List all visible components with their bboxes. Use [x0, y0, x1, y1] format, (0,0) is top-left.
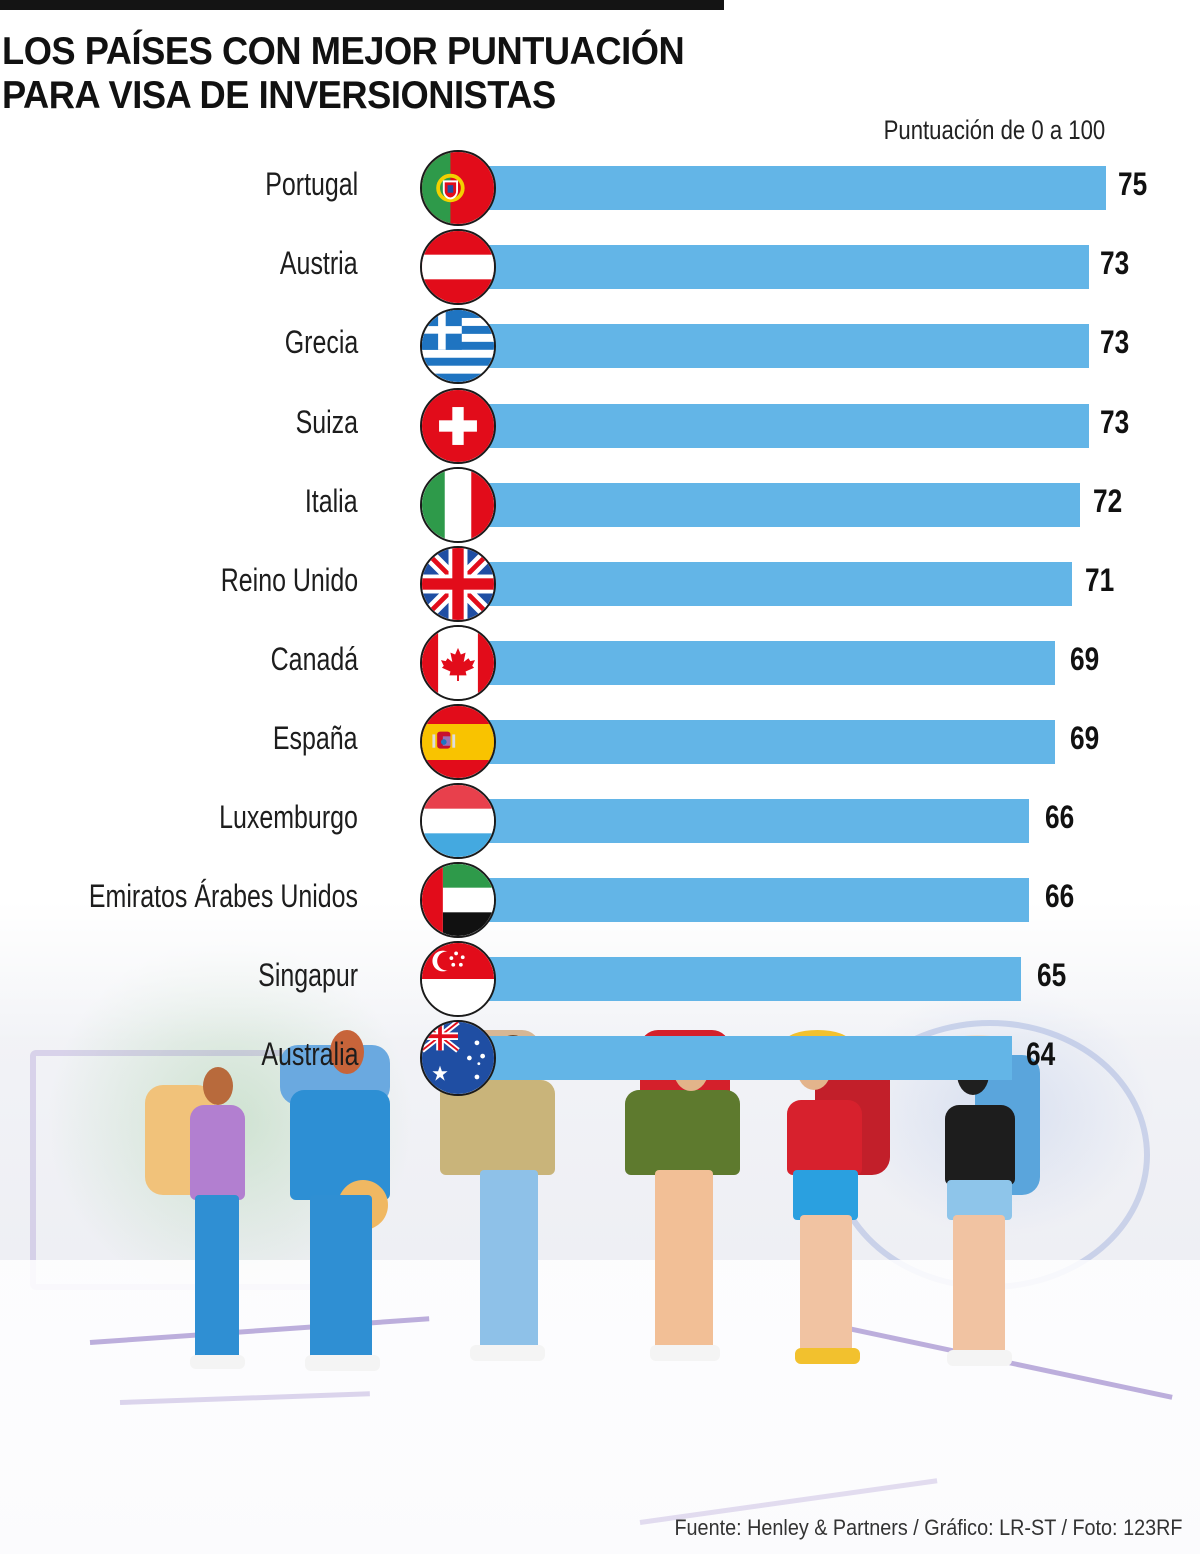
value-label: 75 — [1118, 166, 1148, 202]
value-label: 66 — [1045, 799, 1075, 835]
chart-row: Canadá 69 — [0, 623, 1200, 703]
traveler-figure — [280, 1020, 400, 1380]
bar — [455, 1036, 1012, 1080]
chart-subtitle: Puntuación de 0 a 100 — [883, 115, 1105, 145]
country-label: Austria — [280, 245, 358, 281]
country-label: Singapur — [258, 957, 358, 993]
value-label: 64 — [1026, 1036, 1056, 1072]
greece-flag-icon — [420, 308, 496, 384]
bar — [455, 245, 1089, 289]
bar — [455, 878, 1029, 922]
chart-row: Australia 64 — [0, 1018, 1200, 1098]
austria-flag-icon — [420, 229, 496, 305]
country-label: Italia — [305, 483, 358, 519]
traveler-figure — [925, 1035, 1045, 1375]
value-label: 73 — [1100, 404, 1130, 440]
italy-flag-icon — [420, 467, 496, 543]
value-label: 66 — [1045, 878, 1075, 914]
luxembourg-flag-icon — [420, 783, 496, 859]
background-photo — [0, 900, 1200, 1554]
value-label: 73 — [1100, 324, 1130, 360]
bar — [455, 957, 1021, 1001]
bar — [455, 324, 1089, 368]
value-label: 65 — [1037, 957, 1067, 993]
country-label: España — [273, 720, 358, 756]
top-rule — [0, 0, 724, 10]
chart-row: Singapur 65 — [0, 939, 1200, 1019]
chart-row: Suiza 73 — [0, 386, 1200, 466]
chart-row: Austria 73 — [0, 227, 1200, 307]
bar — [455, 483, 1080, 527]
country-label: Grecia — [284, 324, 358, 360]
country-label: Australia — [260, 1036, 358, 1072]
value-label: 69 — [1070, 720, 1100, 756]
traveler-figure — [145, 1045, 255, 1375]
value-label: 72 — [1093, 483, 1123, 519]
switzerland-flag-icon — [420, 388, 496, 464]
bar — [455, 562, 1072, 606]
uk-flag-icon — [420, 546, 496, 622]
country-label: Luxemburgo — [219, 799, 358, 835]
bar — [455, 720, 1055, 764]
chart-title: LOS PAÍSES CON MEJOR PUNTUACIÓN PARA VIS… — [2, 30, 685, 118]
uae-flag-icon — [420, 862, 496, 938]
chart-row: Italia 72 — [0, 465, 1200, 545]
source-credit: Fuente: Henley & Partners / Gráfico: LR-… — [673, 1515, 1182, 1540]
spain-flag-icon — [420, 704, 496, 780]
country-label: Emiratos Árabes Unidos — [88, 878, 358, 914]
chart-row: Luxemburgo 66 — [0, 781, 1200, 861]
chart-row: Grecia 73 — [0, 306, 1200, 386]
country-label: Suiza — [295, 404, 358, 440]
portugal-flag-icon — [420, 150, 496, 226]
value-label: 71 — [1085, 562, 1115, 598]
bar — [455, 799, 1029, 843]
bar — [455, 166, 1106, 210]
canada-flag-icon — [420, 625, 496, 701]
title-line-2: PARA VISA DE INVERSIONISTAS — [2, 74, 556, 117]
chart-row: Portugal 75 — [0, 148, 1200, 228]
value-label: 69 — [1070, 641, 1100, 677]
country-label: Portugal — [265, 166, 358, 202]
value-label: 73 — [1100, 245, 1130, 281]
singapore-flag-icon — [420, 941, 496, 1017]
chart-row: Emiratos Árabes Unidos 66 — [0, 860, 1200, 940]
country-label: Canadá — [270, 641, 358, 677]
country-label: Reino Unido — [220, 562, 358, 598]
bar — [455, 404, 1089, 448]
chart-row: España 69 — [0, 702, 1200, 782]
bar — [455, 641, 1055, 685]
australia-flag-icon — [420, 1020, 496, 1096]
title-line-1: LOS PAÍSES CON MEJOR PUNTUACIÓN — [2, 30, 685, 73]
chart-row: Reino Unido 71 — [0, 544, 1200, 624]
